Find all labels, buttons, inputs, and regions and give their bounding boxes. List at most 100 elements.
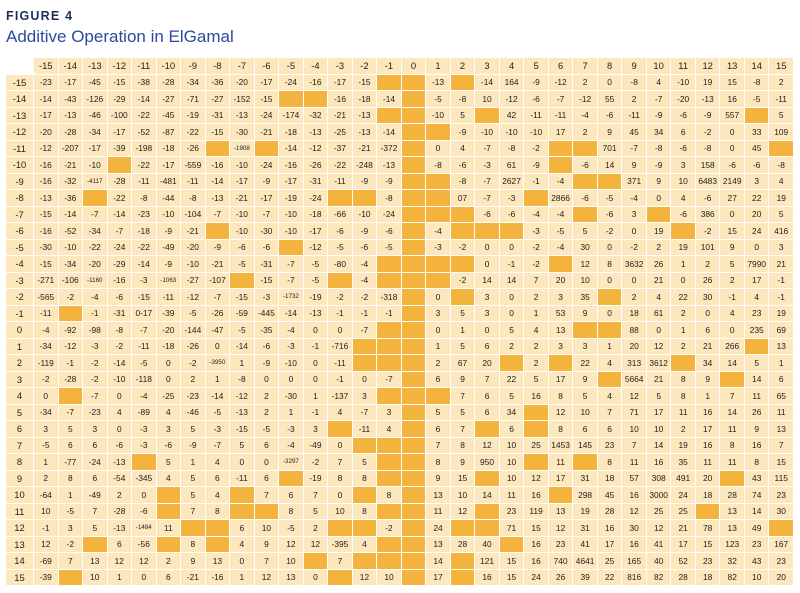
- table-cell: -1: [720, 289, 745, 306]
- table-cell: 0: [597, 305, 623, 322]
- highlighted-cell: [377, 388, 402, 405]
- table-cell: 6: [426, 371, 451, 388]
- table-cell: 0: [426, 289, 451, 306]
- table-cell: -4: [548, 206, 574, 223]
- table-cell: -20: [671, 91, 696, 108]
- table-cell: 40: [646, 553, 672, 570]
- table-cell: -52: [58, 223, 84, 240]
- table-cell: -9: [646, 107, 672, 124]
- table-cell: -24: [254, 107, 280, 124]
- table-cell: -3: [254, 289, 280, 306]
- table-cell: -8: [132, 190, 157, 207]
- highlighted-cell: [401, 256, 427, 273]
- table-cell: 13: [548, 503, 574, 520]
- table-cell: -46: [181, 404, 206, 421]
- table-cell: -4: [352, 272, 378, 289]
- table-cell: 14: [744, 503, 770, 520]
- table-cell: 1: [695, 388, 721, 405]
- highlighted-cell: [548, 140, 574, 157]
- table-cell: 0: [622, 272, 647, 289]
- table-cell: -10: [279, 206, 304, 223]
- table-cell: 20: [475, 355, 500, 372]
- table-cell: 8: [58, 470, 84, 487]
- table-cell: -12: [499, 91, 525, 108]
- table-cell: 9: [695, 371, 721, 388]
- table-cell: -28: [107, 173, 133, 190]
- table-cell: 13: [426, 487, 451, 504]
- table-cell: -30: [254, 223, 280, 240]
- table-cell: 20: [695, 470, 721, 487]
- highlighted-cell: [524, 454, 549, 471]
- table-cell: -7: [205, 437, 231, 454]
- table-cell: 16: [524, 487, 549, 504]
- table-cell: 14: [744, 371, 770, 388]
- table-cell: 1: [205, 371, 231, 388]
- table-cell: 41: [573, 536, 598, 553]
- table-cell: 12: [548, 520, 574, 537]
- highlighted-cell: [450, 223, 476, 240]
- table-cell: 1: [769, 355, 794, 372]
- table-cell: 7: [181, 503, 206, 520]
- table-cell: 3: [426, 305, 451, 322]
- table-cell: -23: [181, 388, 206, 405]
- table-cell: 0: [132, 569, 157, 586]
- table-cell: 10: [573, 272, 598, 289]
- table-cell: -3: [426, 239, 451, 256]
- table-cell: -4: [573, 107, 598, 124]
- table-cell: -445: [254, 305, 280, 322]
- table-cell: 5: [499, 388, 525, 405]
- highlighted-cell: [352, 553, 378, 570]
- table-cell: -10: [671, 74, 696, 91]
- table-cell: 12: [548, 404, 574, 421]
- table-cell: 5: [83, 520, 108, 537]
- table-cell: 9: [720, 239, 745, 256]
- table-cell: 8: [548, 421, 574, 438]
- highlighted-cell: [279, 91, 304, 108]
- table-cell: -24: [279, 74, 304, 91]
- table-cell: -1: [328, 305, 353, 322]
- table-cell: 2: [573, 124, 598, 141]
- table-cell: -2: [107, 338, 133, 355]
- table-cell: -2: [328, 289, 353, 306]
- highlighted-cell: [769, 140, 794, 157]
- table-cell: -13: [352, 124, 378, 141]
- table-cell: 109: [769, 124, 794, 141]
- table-cell: -9: [181, 437, 206, 454]
- table-cell: 13: [205, 553, 231, 570]
- highlighted-cell: [377, 107, 402, 124]
- table-cell: 1: [230, 569, 255, 586]
- table-cell: -14: [230, 338, 255, 355]
- table-cell: 78: [695, 520, 721, 537]
- row-label: -14: [6, 91, 34, 108]
- table-cell: 14: [499, 272, 525, 289]
- highlighted-cell: [107, 157, 133, 174]
- table-cell: 2: [671, 421, 696, 438]
- table-cell: 4: [377, 421, 402, 438]
- table-cell: -14: [34, 91, 59, 108]
- table-cell: -14: [279, 305, 304, 322]
- table-cell: -13: [426, 74, 451, 91]
- table-cell: 0: [328, 437, 353, 454]
- table-cell: -6: [328, 223, 353, 240]
- table-cell: -3: [524, 223, 549, 240]
- table-cell: -1: [34, 520, 59, 537]
- highlighted-cell: [279, 239, 304, 256]
- table-cell: 101: [695, 239, 721, 256]
- table-cell: -372: [377, 140, 402, 157]
- table-cell: -10: [475, 124, 500, 141]
- table-cell: 25: [671, 503, 696, 520]
- figure-label: FIGURE 4: [6, 9, 74, 23]
- table-cell: -8: [744, 74, 770, 91]
- table-cell: 1: [671, 322, 696, 339]
- row-label: -15: [6, 74, 34, 91]
- table-cell: 950: [475, 454, 500, 471]
- highlighted-cell: [695, 503, 721, 520]
- table-cell: -6: [597, 107, 623, 124]
- table-cell: 10: [450, 487, 476, 504]
- table-cell: 18: [695, 569, 721, 586]
- table-cell: -1732: [279, 289, 304, 306]
- table-cell: -12: [303, 239, 329, 256]
- table-cell: -98: [83, 322, 108, 339]
- highlighted-cell: [401, 388, 427, 405]
- table-cell: 6: [499, 421, 525, 438]
